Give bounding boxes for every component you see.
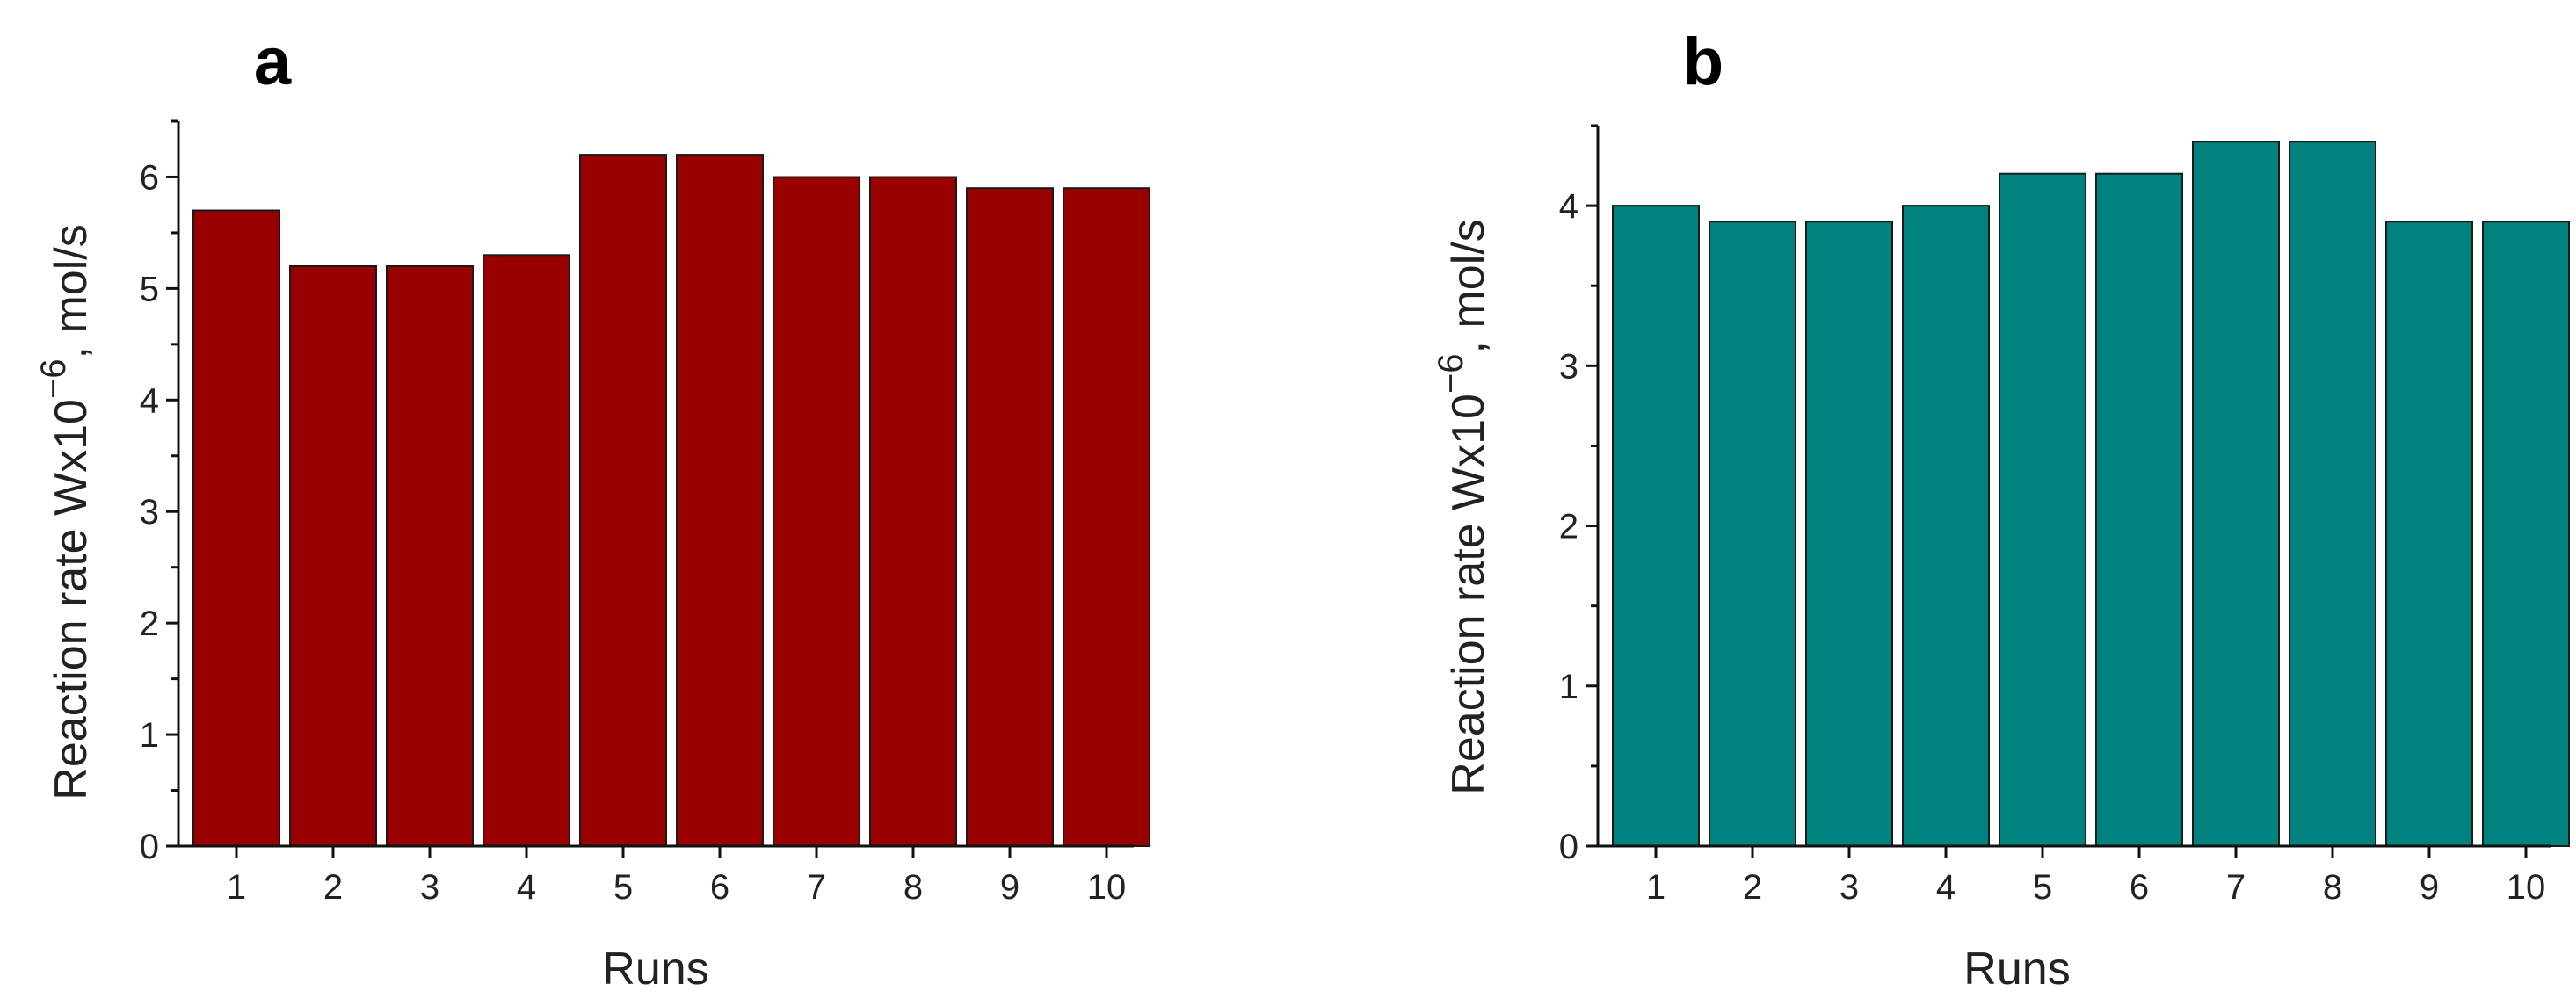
panel-a-bar-run-8 <box>869 176 957 847</box>
panel-a-bar-run-6 <box>676 154 764 848</box>
panel-b-y-tick-label-2: 2 <box>1559 508 1578 546</box>
panel-b-y-axis-title-unit: , mol/s <box>1443 219 1494 353</box>
panel-a-x-tick-label-4: 4 <box>517 868 536 907</box>
panel-b-x-axis-title: Runs <box>1963 944 2070 995</box>
panel-a-y-tick-label-0: 0 <box>140 828 159 866</box>
chart-panel-b: b 0 1 2 3 4 1 2 3 4 5 6 7 8 9 10 Runs Reaction rate Wx… <box>1432 25 2570 995</box>
panel-a-x-tick-label-6: 6 <box>710 868 729 907</box>
panel-b-y-tick-label-1: 1 <box>1559 668 1578 706</box>
panel-b-letter: b <box>1683 25 1723 99</box>
panel-b-bar-run-9 <box>2385 221 2473 848</box>
panel-b-bar-run-2 <box>1709 221 1796 848</box>
panel-a-y-axis-title-unit: , mol/s <box>46 224 97 358</box>
panel-a-y-axis-title-base: Reaction rate Wx10 <box>46 399 97 800</box>
panel-a-y-tick-label-5: 5 <box>140 270 159 308</box>
panel-a-bar-run-5 <box>579 154 667 848</box>
panel-b-x-tick-label-5: 5 <box>2033 868 2052 907</box>
panel-b-y-tick-label-3: 3 <box>1559 347 1578 386</box>
panel-b-bars <box>1612 141 2570 848</box>
panel-b-y-axis-title-base: Reaction rate Wx10 <box>1443 394 1494 795</box>
panel-a-x-tick-label-2: 2 <box>323 868 343 907</box>
panel-b-x-tick-label-10: 10 <box>2507 868 2546 907</box>
panel-a-bar-run-3 <box>386 265 474 847</box>
panel-b-x-tick-label-6: 6 <box>2130 868 2149 907</box>
panel-b-bar-run-4 <box>1902 205 1990 848</box>
panel-b-axes: 0 1 2 3 4 1 2 3 4 5 6 7 8 9 10 <box>1559 124 2551 907</box>
panel-a-x-tick-label-1: 1 <box>227 868 246 907</box>
panel-a-y-tick-label-2: 2 <box>140 604 159 643</box>
panel-a-bars <box>192 154 1150 848</box>
panel-b-x-tick-label-3: 3 <box>1839 868 1859 907</box>
panel-a-y-tick-label-1: 1 <box>140 716 159 755</box>
panel-b-bar-run-5 <box>1999 172 2086 847</box>
panel-b-bar-run-6 <box>2095 172 2183 847</box>
panel-a-y-axis-title-exponent: −6 <box>34 358 73 399</box>
panel-b-x-tick-label-2: 2 <box>1743 868 1762 907</box>
panel-a-bar-run-9 <box>966 187 1054 847</box>
panel-a-x-tick-label-8: 8 <box>903 868 923 907</box>
panel-b-bar-run-1 <box>1612 205 1700 848</box>
panel-a-letter: a <box>254 25 292 99</box>
panel-a-bar-run-2 <box>289 265 377 847</box>
panel-b-x-tick-label-7: 7 <box>2226 868 2246 907</box>
panel-b-y-axis-title-exponent: −6 <box>1432 353 1470 394</box>
panel-a-axes: 0 1 2 3 4 5 6 1 2 3 4 5 6 7 8 9 10 <box>140 119 1134 907</box>
panel-a-bar-run-1 <box>192 209 280 847</box>
panel-a-x-tick-label-5: 5 <box>613 868 633 907</box>
panel-a-y-tick-label-3: 3 <box>140 493 159 532</box>
panel-b-y-axis-title: Reaction rate Wx10−6, mol/s <box>1432 219 1494 794</box>
panel-b-y-tick-label-4: 4 <box>1559 187 1578 226</box>
panel-a-x-axis-title: Runs <box>602 944 708 995</box>
panel-b-x-tick-label-1: 1 <box>1646 868 1665 907</box>
panel-a-x-tick-label-7: 7 <box>807 868 826 907</box>
panel-a-x-tick-label-10: 10 <box>1087 868 1127 907</box>
panel-b-x-tick-label-4: 4 <box>1936 868 1956 907</box>
panel-b-bar-run-3 <box>1805 221 1893 848</box>
panel-b-bar-run-7 <box>2192 141 2280 847</box>
panel-b-bar-run-8 <box>2289 141 2376 847</box>
panel-b-x-tick-label-8: 8 <box>2323 868 2342 907</box>
panel-a-x-tick-label-9: 9 <box>1000 868 1020 907</box>
panel-b-y-tick-label-0: 0 <box>1559 828 1578 866</box>
chart-panel-a: a 0 1 2 3 4 5 6 1 2 3 4 5 6 7 8 9 10 Runs Reaction rate … <box>34 25 1150 995</box>
panel-b-x-tick-label-9: 9 <box>2420 868 2439 907</box>
panel-a-bar-run-7 <box>773 176 860 847</box>
panel-a-y-tick-label-6: 6 <box>140 158 159 197</box>
panel-a-bar-run-4 <box>483 254 570 847</box>
panel-a-y-tick-label-4: 4 <box>140 381 159 420</box>
panel-b-bar-run-10 <box>2482 221 2570 848</box>
panel-a-y-axis-title: Reaction rate Wx10−6, mol/s <box>34 224 97 800</box>
panel-a-bar-run-10 <box>1063 187 1150 847</box>
panel-a-x-tick-label-3: 3 <box>420 868 439 907</box>
